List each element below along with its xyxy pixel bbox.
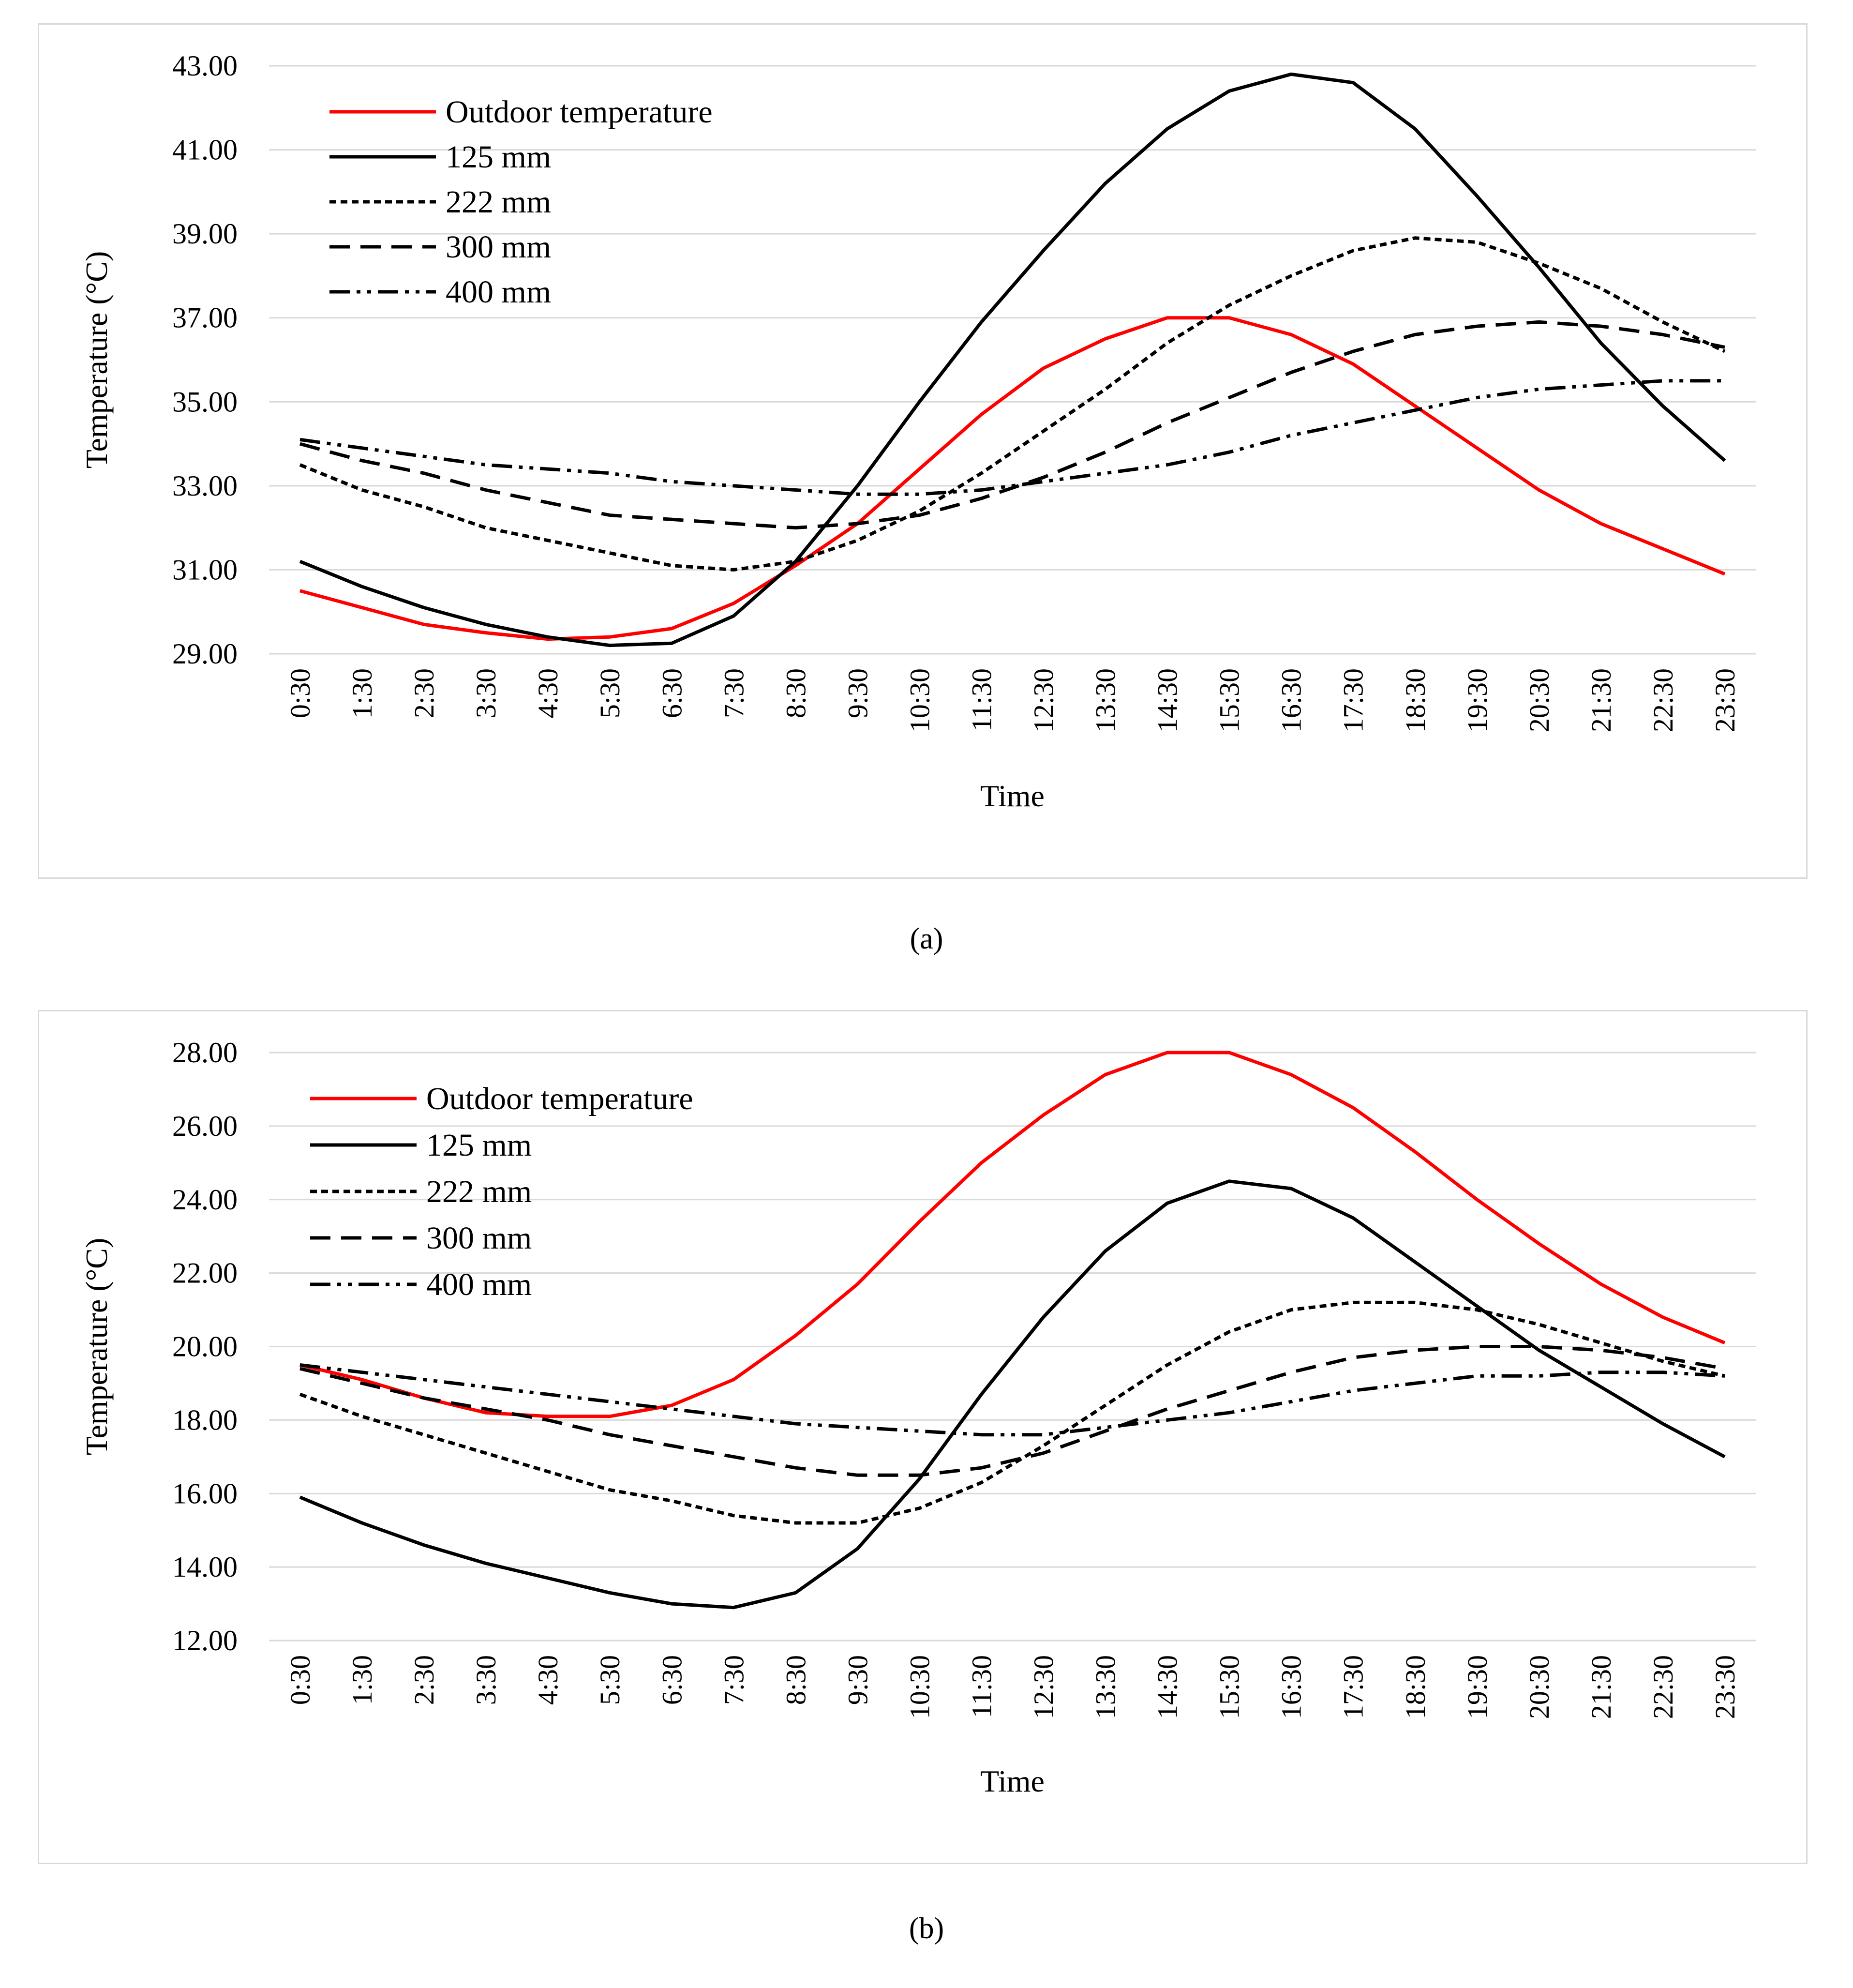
c0-legend-label: Outdoor temperature [446,94,713,130]
c0-y-tick-label: 35.00 [172,386,238,418]
c1-x-tick-label: 19:30 [1462,1655,1493,1719]
c0-y-tick-label: 43.00 [172,50,238,82]
c1-x-tick-label: 20:30 [1524,1655,1555,1719]
temperature-chart-b: 12.00 14.00 16.00 18.00 20.00 22.00 24.00 26.00… [79,1037,1756,1798]
c0-series-line-400mm [299,379,1725,496]
c1-x-tick-label: 23:30 [1709,1655,1741,1719]
c1-y-tick-label: 18.00 [172,1404,238,1436]
c1-x-tick-label: 4:30 [532,1655,564,1705]
c0-x-tick-label: 17:30 [1338,668,1369,732]
c0-y-tick-label: 37.00 [172,302,238,334]
c0-x-axis-label: Time [980,779,1045,813]
c1-legend-label: 400 mm [426,1267,532,1302]
c1-x-tick-label: 9:30 [842,1655,873,1705]
c0-legend-label: 222 mm [446,184,551,220]
c1-series-line-222mm [299,1300,1725,1525]
c0-x-tick-label: 0:30 [284,668,316,718]
c1-x-tick-label: 21:30 [1585,1655,1617,1719]
c0-x-tick-label: 19:30 [1462,668,1493,732]
c1-y-tick-label: 22.00 [172,1257,238,1289]
c1-x-tick-label: 18:30 [1400,1655,1431,1719]
c1-x-tick-label: 12:30 [1028,1655,1060,1719]
c0-x-tick-label: 10:30 [904,668,935,732]
c1-y-axis-label: Temperature (°C) [79,1238,114,1455]
c0-x-tick-label: 11:30 [966,668,997,731]
c0-series-line-outdoor [299,316,1726,641]
c1-series-line-outdoor [299,1051,1726,1418]
c0-x-tick-label: 2:30 [408,668,440,718]
c1-x-tick-label: 8:30 [780,1655,811,1705]
c1-x-tick-label: 6:30 [656,1655,687,1705]
c0-x-tick-label: 7:30 [718,668,749,718]
c0-y-tick-label: 31.00 [172,554,238,586]
c0-x-tick-label: 5:30 [594,668,626,718]
c1-x-tick-label: 7:30 [718,1655,749,1705]
c0-series-line-125mm [299,72,1726,648]
c1-series-line-400mm [299,1363,1725,1437]
c1-x-tick-label: 5:30 [594,1655,626,1705]
c1-y-tick-label: 20.00 [172,1331,238,1363]
chart-panel-b: 12.00 14.00 16.00 18.00 20.00 22.00 24.00 26.00… [38,1010,1808,1864]
c0-y-tick-label: 39.00 [172,218,238,250]
c0-x-tick-label: 18:30 [1400,668,1431,732]
c1-y-tick-label: 26.00 [172,1110,238,1142]
c1-x-axis-label: Time [980,1764,1045,1798]
c0-y-tick-label: 33.00 [172,470,238,502]
c0-x-tick-label: 14:30 [1152,668,1183,732]
c1-x-tick-label: 17:30 [1338,1655,1369,1719]
c1-x-tick-label: 16:30 [1276,1655,1307,1719]
c0-x-tick-label: 9:30 [842,668,873,718]
temperature-chart-a: 29.00 31.00 33.00 35.00 37.00 39.00 41.00 43.00… [79,50,1756,813]
caption-b: (b) [909,1912,944,1945]
c1-legend-label: 222 mm [426,1174,532,1209]
c0-x-tick-label: 22:30 [1647,668,1679,732]
c0-series-line-222mm [299,236,1726,572]
c1-x-tick-label: 3:30 [470,1655,502,1705]
c1-x-tick-label: 13:30 [1090,1655,1121,1719]
c0-x-tick-label: 4:30 [532,668,564,718]
c1-y-tick-label: 14.00 [172,1551,238,1583]
c0-x-tick-label: 8:30 [780,668,811,718]
c1-y-tick-label: 24.00 [172,1184,238,1216]
c0-y-tick-label: 29.00 [172,638,238,670]
c0-x-tick-label: 13:30 [1090,668,1121,732]
c1-y-tick-label: 16.00 [172,1477,238,1509]
c1-legend-label: 300 mm [426,1220,532,1256]
c0-x-tick-label: 15:30 [1214,668,1245,732]
c1-y-tick-label: 12.00 [172,1625,238,1657]
c0-x-tick-label: 20:30 [1524,668,1555,732]
c0-x-tick-label: 21:30 [1585,668,1617,732]
c0-x-tick-label: 6:30 [656,668,687,718]
c0-y-tick-label: 41.00 [172,134,238,166]
c0-x-tick-label: 16:30 [1276,668,1307,732]
c0-legend-label: 125 mm [446,139,551,175]
caption-a: (a) [910,922,943,955]
c1-legend-label: Outdoor temperature [426,1081,693,1116]
c0-x-tick-label: 1:30 [346,668,378,718]
chart-panel-a: 29.00 31.00 33.00 35.00 37.00 39.00 41.00 43.00… [38,23,1808,879]
c1-x-tick-label: 0:30 [284,1655,316,1705]
c1-x-tick-label: 1:30 [346,1655,378,1705]
c0-legend-label: 400 mm [446,274,551,310]
c0-series-line-300mm [299,320,1725,530]
c1-x-tick-label: 2:30 [408,1655,440,1705]
c1-x-tick-label: 10:30 [904,1655,935,1719]
c0-x-tick-label: 12:30 [1028,668,1060,732]
c1-x-tick-label: 11:30 [966,1655,997,1718]
c1-x-tick-label: 14:30 [1152,1655,1183,1719]
c0-x-tick-label: 23:30 [1709,668,1741,732]
c1-x-tick-label: 15:30 [1214,1655,1245,1719]
c0-x-tick-label: 3:30 [470,668,502,718]
c1-legend-label: 125 mm [426,1128,532,1163]
c1-x-tick-label: 22:30 [1647,1655,1679,1719]
c0-legend-label: 300 mm [446,229,551,265]
c1-y-tick-label: 28.00 [172,1037,238,1069]
c1-series-line-300mm [299,1345,1725,1477]
c0-y-axis-label: Temperature (°C) [79,251,114,468]
